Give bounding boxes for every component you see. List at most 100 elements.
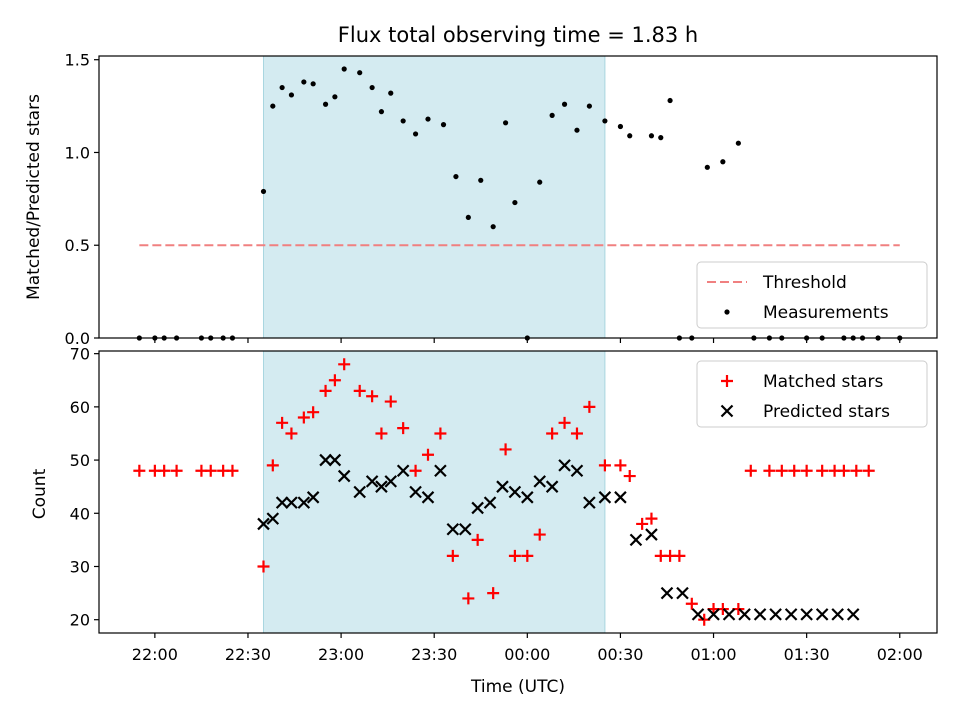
matched-star-marker (338, 358, 351, 371)
x-tick-label: 22:00 (132, 645, 178, 664)
x-tick-label: 22:30 (225, 645, 271, 664)
measurement-point (440, 122, 447, 128)
predicted-star-marker (396, 464, 410, 477)
measurement-point (512, 199, 518, 206)
predicted-star-marker (784, 608, 798, 621)
matched-star-marker (487, 587, 500, 600)
measurement-point (357, 70, 363, 76)
predicted-star-marker (570, 464, 584, 477)
predicted-star-marker (409, 485, 422, 499)
x-tick-label: 02:00 (877, 645, 923, 664)
predicted-star-marker (738, 608, 751, 621)
matched-star-marker (297, 411, 310, 424)
measurement-point (658, 135, 664, 141)
x-tick-label: 00:00 (504, 645, 550, 664)
legend-entry-label: Predicted stars (763, 402, 890, 422)
measurement-point (400, 118, 406, 124)
matched-star-marker (685, 597, 698, 610)
x-tick-label: 23:30 (411, 645, 457, 664)
predicted-star-marker (306, 491, 320, 504)
predicted-star-marker (691, 608, 705, 621)
measurement-point (490, 224, 496, 230)
matched-star-marker (471, 533, 484, 546)
y-tick-label: 30 (70, 557, 90, 576)
measurement-point (478, 177, 484, 183)
measurement-point (279, 84, 285, 91)
matched-star-marker (775, 464, 788, 477)
matched-star-marker (266, 459, 279, 472)
measurement-point (735, 140, 741, 146)
predicted-star-marker (384, 475, 398, 488)
predicted-star-marker (319, 453, 332, 467)
matched-star-marker (521, 549, 534, 562)
x-tick-label: 01:00 (690, 645, 736, 664)
chart-title: Flux total observing time = 1.83 h (338, 23, 698, 47)
top-y-axis-label: Matched/Predicted stars (24, 94, 44, 300)
matched-star-marker (558, 416, 571, 429)
predicted-star-marker (533, 475, 547, 488)
legend-box (696, 360, 928, 428)
matched-star-marker (307, 406, 320, 419)
measurement-point (301, 79, 307, 85)
measurement-point (561, 101, 568, 107)
matched-star-marker (409, 464, 422, 477)
shaded-interval (262, 55, 606, 339)
measurement-point (369, 84, 375, 91)
predicted-star-marker (614, 491, 627, 504)
y-tick-label: 50 (70, 451, 90, 470)
legend-measurement-swatch (724, 309, 730, 315)
matched-star-marker (533, 528, 546, 541)
matched-star-marker (397, 422, 410, 435)
legend-entry-label: Matched stars (763, 372, 883, 392)
measurement-point (704, 164, 710, 170)
measurement-point (322, 101, 329, 107)
y-tick-label: 1.0 (65, 143, 90, 162)
markers-group (133, 358, 875, 626)
x-axis-label: Time (UTC) (470, 677, 565, 697)
y-tick-label: 60 (70, 398, 90, 417)
predicted-star-marker (297, 496, 311, 509)
measurement-point (412, 131, 419, 137)
measurement-point (537, 179, 543, 185)
measurement-point (667, 97, 673, 104)
measurement-point (648, 133, 655, 139)
y-tick-label: 1.5 (65, 51, 90, 70)
matched-star-marker (434, 427, 447, 440)
predicted-star-marker (375, 480, 388, 493)
measurement-point (549, 112, 555, 118)
predicted-star-marker (285, 496, 298, 509)
matched-star-marker (800, 464, 813, 477)
matched-star-marker (375, 427, 388, 440)
matched-star-marker (636, 517, 649, 530)
measurement-point (270, 103, 276, 109)
measurement-point (453, 173, 459, 180)
legend-entry-label: Threshold (762, 273, 847, 293)
measurement-point (288, 92, 295, 98)
shaded-interval (262, 350, 606, 634)
matched-star-marker (285, 427, 298, 440)
x-tick-label: 00:30 (597, 645, 643, 664)
x-tick-label: 01:30 (784, 645, 830, 664)
predicted-star-marker (337, 469, 351, 483)
predicted-star-marker (266, 512, 280, 525)
measurement-point (586, 103, 592, 109)
legend-entry-label: Measurements (763, 303, 889, 323)
legend-box (696, 261, 928, 329)
predicted-star-marker (815, 608, 829, 621)
y-tick-label: 0.0 (65, 329, 90, 348)
matched-star-marker (614, 459, 627, 472)
predicted-star-marker (598, 491, 612, 504)
legend-matched-swatch (721, 375, 733, 387)
legend-predicted-swatch (720, 404, 734, 418)
matched-star-marker (673, 549, 686, 562)
predicted-star-marker (434, 464, 447, 477)
measurement-point (465, 214, 471, 221)
matched-star-marker (788, 464, 801, 477)
predicted-star-marker (508, 485, 522, 499)
axes-frame (98, 350, 938, 634)
matched-star-marker (623, 470, 636, 483)
predicted-star-marker (707, 608, 720, 621)
predicted-star-marker (660, 586, 674, 600)
predicted-star-marker (446, 522, 460, 536)
